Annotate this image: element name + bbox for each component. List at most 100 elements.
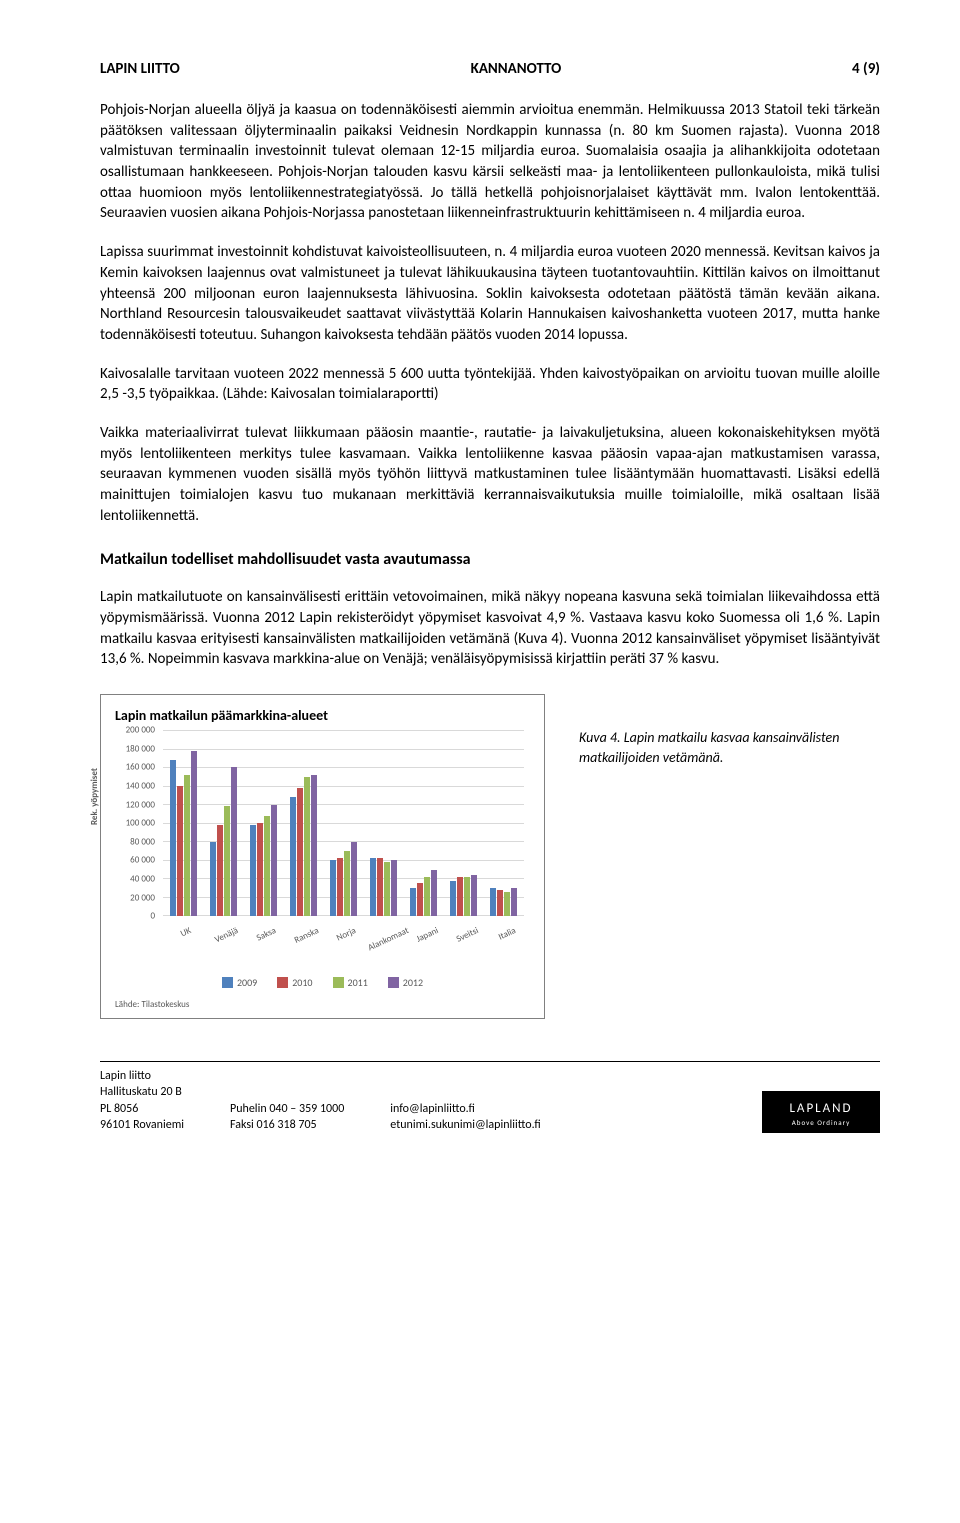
y-tick-label: 160 000: [126, 762, 155, 773]
y-tick-label: 60 000: [130, 855, 155, 866]
paragraph-1: Pohjois-Norjan alueella öljyä ja kaasua …: [100, 100, 880, 224]
x-tick-label: Italia: [497, 925, 518, 943]
section-heading: Matkailun todelliset mahdollisuudet vast…: [100, 550, 880, 569]
bar: [457, 877, 463, 916]
logo-sub: Above Ordinary: [776, 1118, 866, 1127]
lapland-logo: LAPLAND Above Ordinary: [762, 1091, 880, 1133]
legend-label: 2011: [348, 976, 368, 989]
page-footer: Lapin liittoHallituskatu 20 BPL 80569610…: [100, 1061, 880, 1133]
chart-plot: Rek. yöpymiset 020 00040 00060 00080 000…: [163, 730, 524, 940]
x-tick-label: Ranska: [293, 925, 321, 946]
y-tick-label: 80 000: [130, 836, 155, 847]
bar: [464, 877, 470, 916]
chart-row: Lapin matkailun päämarkkina-alueet Rek. …: [100, 688, 880, 1019]
legend-swatch: [222, 977, 233, 988]
x-tick-label: Sveitsi: [454, 925, 480, 945]
bar: [297, 788, 303, 916]
legend-swatch: [333, 977, 344, 988]
bar: [504, 892, 510, 916]
y-tick-label: 200 000: [126, 725, 155, 736]
header-org: LAPIN LIITTO: [100, 60, 180, 78]
bar: [250, 825, 256, 916]
y-tick-label: 180 000: [126, 743, 155, 754]
bar: [210, 842, 216, 916]
paragraph-2: Lapissa suurimmat investoinnit kohdistuv…: [100, 242, 880, 345]
bar-group: Alankomaat: [370, 730, 397, 916]
bar: [351, 842, 357, 916]
bar: [450, 881, 456, 916]
chart-source: Lähde: Tilastokeskus: [115, 999, 530, 1010]
bar: [290, 797, 296, 916]
bar: [410, 888, 416, 916]
bar: [311, 775, 317, 916]
bar-chart: Lapin matkailun päämarkkina-alueet Rek. …: [100, 694, 545, 1019]
bar-group: Italia: [490, 730, 517, 916]
bar: [271, 805, 277, 917]
chart-title: Lapin matkailun päämarkkina-alueet: [115, 707, 530, 724]
bar: [330, 860, 336, 916]
bars-container: UKVenäjäSaksaRanskaNorjaAlankomaatJapani…: [163, 730, 524, 916]
bar: [497, 890, 503, 916]
y-tick-label: 100 000: [126, 818, 155, 829]
bar-group: Venäjä: [210, 730, 237, 916]
paragraph-4: Vaikka materiaalivirrat tulevat liikkuma…: [100, 423, 880, 526]
bar: [511, 888, 517, 916]
legend-item: 2011: [333, 976, 368, 989]
bar: [384, 862, 390, 916]
y-tick-label: 40 000: [130, 873, 155, 884]
bar-group: Norja: [330, 730, 357, 916]
x-tick-label: Alankomaat: [366, 925, 410, 953]
logo-main: LAPLAND: [776, 1101, 866, 1116]
bar-group: Japani: [410, 730, 437, 916]
bar: [191, 751, 197, 917]
legend-item: 2009: [222, 976, 257, 989]
bar: [337, 858, 343, 916]
legend-swatch: [277, 977, 288, 988]
footer-line: info@lapinliitto.fi: [390, 1101, 541, 1117]
footer-line: etunimi.sukunimi@lapinliitto.fi: [390, 1117, 541, 1133]
footer-line: Hallituskatu 20 B: [100, 1084, 184, 1100]
bar-group: Sveitsi: [450, 730, 477, 916]
x-tick-label: Japani: [414, 925, 440, 945]
bar-group: Saksa: [250, 730, 277, 916]
y-tick-label: 0: [150, 911, 155, 922]
bar: [471, 875, 477, 916]
document-header: LAPIN LIITTO KANNANOTTO 4 (9): [100, 60, 880, 78]
bar: [344, 851, 350, 916]
footer-col-email: info@lapinliitto.fietunimi.sukunimi@lapi…: [390, 1101, 541, 1133]
paragraph-5: Lapin matkailutuote on kansainvälisesti …: [100, 587, 880, 670]
bar: [490, 888, 496, 916]
footer-col-phone: Puhelin 040 – 359 1000Faksi 016 318 705: [230, 1101, 344, 1133]
y-tick-label: 120 000: [126, 799, 155, 810]
bar: [424, 877, 430, 916]
footer-col-address: Lapin liittoHallituskatu 20 BPL 80569610…: [100, 1068, 184, 1133]
bar: [391, 860, 397, 916]
y-tick-label: 140 000: [126, 780, 155, 791]
bar: [377, 858, 383, 916]
y-tick-label: 20 000: [130, 892, 155, 903]
bar: [264, 816, 270, 916]
legend-label: 2012: [403, 976, 423, 989]
legend-label: 2010: [292, 976, 312, 989]
bar: [417, 883, 423, 916]
bar: [231, 767, 237, 916]
bar-group: UK: [170, 730, 197, 916]
chart-legend: 2009 2010 2011 2012: [115, 976, 530, 989]
footer-line: Puhelin 040 – 359 1000: [230, 1101, 344, 1117]
bar: [304, 777, 310, 917]
figure-caption: Kuva 4. Lapin matkailu kasvaa kansainväl…: [579, 688, 869, 767]
header-doctype: KANNANOTTO: [471, 60, 562, 78]
footer-line: Lapin liitto: [100, 1068, 184, 1084]
bar: [370, 858, 376, 916]
x-tick-label: Saksa: [255, 925, 278, 944]
x-tick-label: UK: [179, 925, 193, 939]
footer-line: PL 8056: [100, 1101, 184, 1117]
footer-line: 96101 Rovaniemi: [100, 1117, 184, 1133]
header-pagenum: 4 (9): [852, 60, 880, 78]
legend-item: 2012: [388, 976, 423, 989]
bar: [177, 786, 183, 916]
bar: [431, 870, 437, 917]
legend-swatch: [388, 977, 399, 988]
legend-label: 2009: [237, 976, 257, 989]
bar: [170, 760, 176, 916]
